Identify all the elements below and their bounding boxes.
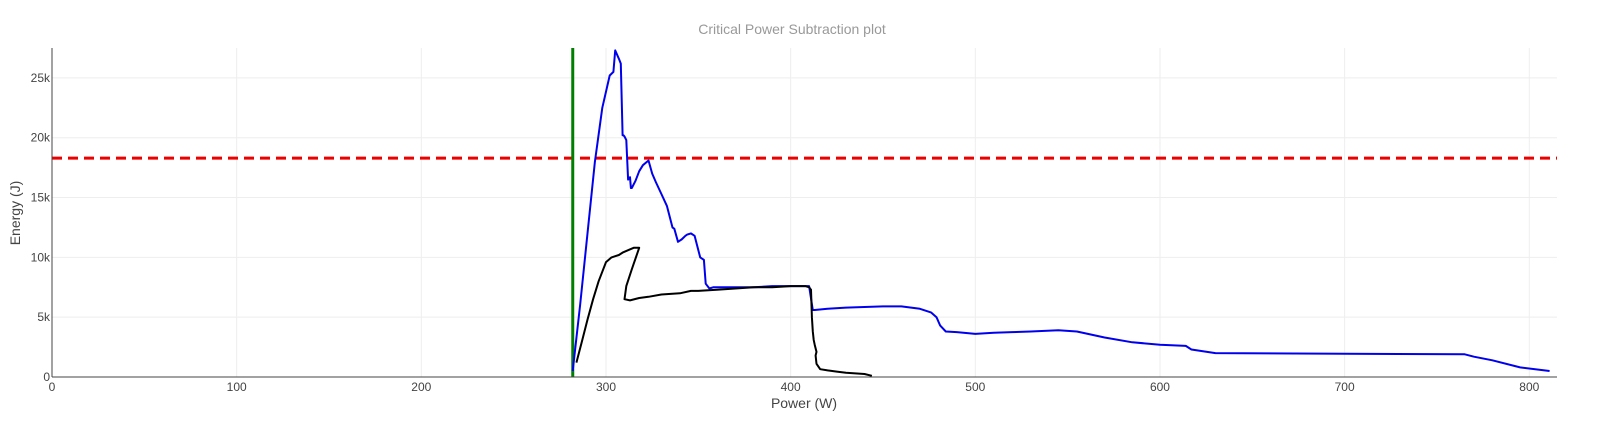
x-tick-label: 800 xyxy=(1519,380,1539,394)
y-tick-labels: 0 5k 10k 15k 20k 25k xyxy=(31,71,51,384)
y-tick-label: 5k xyxy=(37,310,51,324)
x-tick-label: 400 xyxy=(781,380,801,394)
y-tick-label: 0 xyxy=(43,370,50,384)
x-tick-label: 200 xyxy=(411,380,431,394)
x-axis-title: Power (W) xyxy=(771,395,837,411)
y-tick-label: 20k xyxy=(31,131,51,145)
reference-lines xyxy=(52,48,1557,377)
y-axis-title: Energy (J) xyxy=(7,181,23,246)
x-tick-labels: 0 100 200 300 400 500 600 700 800 xyxy=(49,380,1540,394)
series-line-1 xyxy=(573,50,1550,371)
grid-lines xyxy=(52,48,1557,377)
x-tick-label: 300 xyxy=(596,380,616,394)
y-tick-label: 15k xyxy=(31,191,51,205)
y-tick-label: 25k xyxy=(31,71,51,85)
series-lines xyxy=(573,50,1550,375)
chart-title: Critical Power Subtraction plot xyxy=(698,21,886,37)
series-line-2 xyxy=(576,248,872,376)
x-tick-label: 600 xyxy=(1150,380,1170,394)
x-tick-label: 500 xyxy=(965,380,985,394)
x-tick-label: 700 xyxy=(1335,380,1355,394)
y-tick-label: 10k xyxy=(31,250,51,264)
x-tick-label: 100 xyxy=(227,380,247,394)
